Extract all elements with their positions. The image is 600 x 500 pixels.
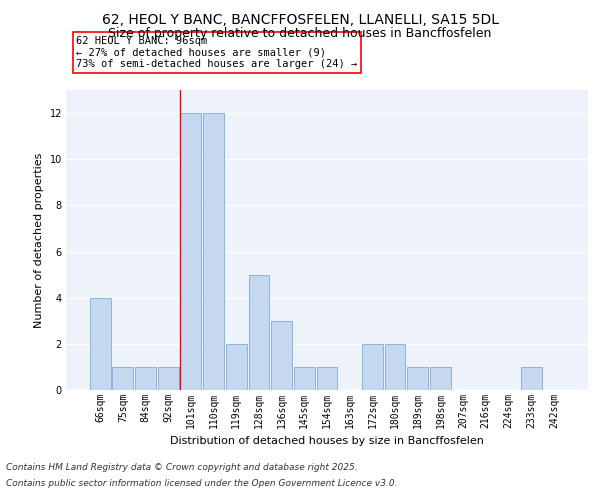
Bar — [203, 113, 224, 390]
X-axis label: Distribution of detached houses by size in Bancffosfelen: Distribution of detached houses by size … — [170, 436, 484, 446]
Bar — [90, 298, 110, 390]
Text: Contains public sector information licensed under the Open Government Licence v3: Contains public sector information licen… — [6, 478, 398, 488]
Bar — [248, 274, 269, 390]
Text: 62 HEOL Y BANC: 96sqm
← 27% of detached houses are smaller (9)
73% of semi-detac: 62 HEOL Y BANC: 96sqm ← 27% of detached … — [76, 36, 358, 69]
Text: Contains HM Land Registry data © Crown copyright and database right 2025.: Contains HM Land Registry data © Crown c… — [6, 464, 358, 472]
Bar — [385, 344, 406, 390]
Bar — [135, 367, 156, 390]
Bar — [317, 367, 337, 390]
Bar — [158, 367, 179, 390]
Bar — [294, 367, 315, 390]
Bar — [362, 344, 383, 390]
Bar — [521, 367, 542, 390]
Y-axis label: Number of detached properties: Number of detached properties — [34, 152, 44, 328]
Text: Size of property relative to detached houses in Bancffosfelen: Size of property relative to detached ho… — [109, 28, 491, 40]
Bar — [112, 367, 133, 390]
Text: 62, HEOL Y BANC, BANCFFOSFELEN, LLANELLI, SA15 5DL: 62, HEOL Y BANC, BANCFFOSFELEN, LLANELLI… — [101, 12, 499, 26]
Bar — [271, 321, 292, 390]
Bar — [407, 367, 428, 390]
Bar — [430, 367, 451, 390]
Bar — [181, 113, 202, 390]
Bar — [226, 344, 247, 390]
